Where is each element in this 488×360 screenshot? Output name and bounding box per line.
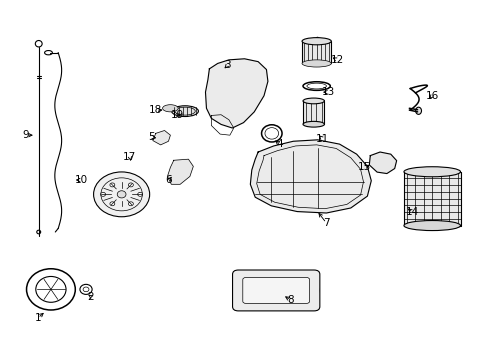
Text: 13: 13: [321, 87, 334, 97]
FancyBboxPatch shape: [243, 278, 309, 303]
Ellipse shape: [303, 121, 324, 127]
Polygon shape: [153, 131, 170, 145]
Bar: [403, 172, 460, 226]
Polygon shape: [167, 159, 193, 184]
Bar: [302, 41, 330, 63]
Ellipse shape: [233, 88, 241, 94]
Text: 9: 9: [22, 130, 29, 140]
Text: 19: 19: [170, 111, 183, 121]
Text: 1: 1: [34, 313, 41, 323]
Ellipse shape: [302, 38, 330, 45]
Ellipse shape: [128, 202, 133, 206]
Ellipse shape: [171, 106, 198, 117]
Text: 5: 5: [148, 132, 155, 142]
Text: 4: 4: [276, 139, 283, 149]
Polygon shape: [368, 152, 396, 174]
Text: 14: 14: [405, 207, 419, 217]
FancyBboxPatch shape: [232, 270, 319, 311]
Ellipse shape: [306, 83, 326, 89]
Ellipse shape: [138, 192, 142, 196]
Text: 6: 6: [165, 175, 172, 185]
Text: 2: 2: [87, 292, 94, 302]
Ellipse shape: [303, 98, 324, 104]
Text: 7: 7: [323, 218, 329, 228]
Ellipse shape: [117, 191, 126, 198]
Text: 18: 18: [149, 105, 162, 115]
Ellipse shape: [110, 202, 115, 206]
Ellipse shape: [403, 221, 460, 230]
Text: 3: 3: [224, 60, 230, 70]
Ellipse shape: [110, 183, 115, 187]
Polygon shape: [205, 59, 267, 128]
Text: 16: 16: [425, 91, 438, 101]
Ellipse shape: [313, 287, 319, 294]
Ellipse shape: [302, 60, 330, 67]
Polygon shape: [250, 140, 370, 213]
Ellipse shape: [93, 172, 149, 217]
Text: 8: 8: [287, 295, 294, 305]
Ellipse shape: [372, 158, 380, 164]
Bar: [303, 101, 324, 124]
Text: 12: 12: [330, 55, 343, 65]
Ellipse shape: [233, 287, 239, 294]
Text: 11: 11: [315, 134, 328, 144]
Text: 17: 17: [123, 152, 136, 162]
Ellipse shape: [403, 167, 460, 177]
Ellipse shape: [228, 84, 246, 98]
Ellipse shape: [128, 183, 133, 187]
Text: 15: 15: [357, 162, 370, 172]
Ellipse shape: [415, 107, 421, 114]
Ellipse shape: [162, 105, 178, 112]
Ellipse shape: [101, 192, 105, 196]
Text: 10: 10: [75, 175, 87, 185]
Ellipse shape: [383, 161, 390, 166]
